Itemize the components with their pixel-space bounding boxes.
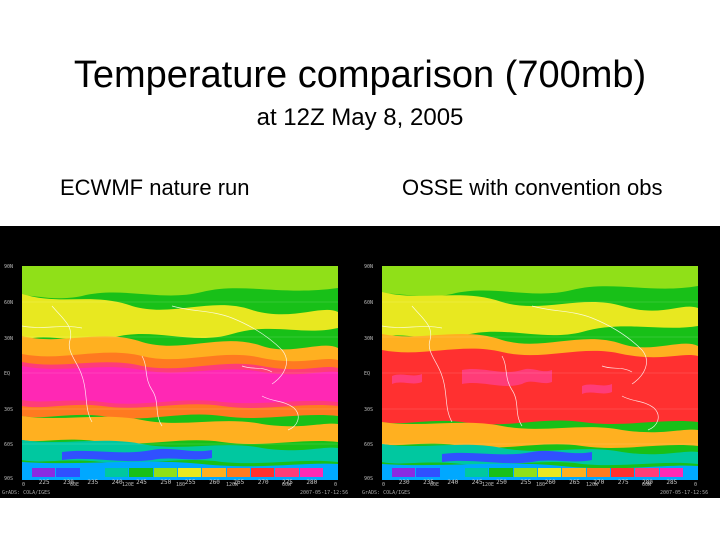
lon-label: 120E	[122, 482, 135, 488]
lat-label: 30N	[364, 336, 374, 342]
colorbar-tick-label: 255	[184, 479, 196, 486]
lon-label: 120W	[226, 482, 239, 488]
lat-label: 30S	[364, 407, 374, 413]
grads-credit: GrADS: COLA/IGES	[2, 490, 51, 496]
colorbar-tick-label: 225	[38, 479, 50, 486]
colorbar-segment	[513, 468, 537, 477]
grads-credit: GrADS: COLA/IGES	[362, 490, 411, 496]
colorbar-tick-label: 260	[544, 479, 556, 486]
colorbar-tick-label: 235	[423, 479, 434, 486]
colorbar-tick-label: 265	[569, 479, 580, 486]
nature-run-map	[22, 266, 338, 480]
colorbar-segment	[251, 468, 275, 477]
colorbar-tick-label: 265	[233, 479, 245, 486]
colorbar-tick-label: 275	[282, 479, 293, 486]
colorbar-segment	[153, 468, 177, 477]
lat-label: 90N	[4, 264, 14, 270]
lat-label: 60N	[4, 300, 14, 306]
lon-label: 0	[334, 482, 338, 488]
colorbar-tick-label: 280	[642, 479, 653, 486]
colorbar-segment	[440, 468, 464, 477]
lat-label: EQ	[364, 371, 371, 377]
colorbar-tick-label: 275	[617, 479, 629, 486]
nature-run-panel: 90N 60N 30N EQ 30S 60S 90S 0 60E 120E 18…	[0, 226, 360, 498]
colorbar-segment	[275, 468, 299, 477]
colorbar-segment	[178, 468, 202, 477]
colorbar-segment	[562, 468, 586, 477]
plot-band: 90N 60N 30N EQ 30S 60S 90S 0 60E 120E 18…	[0, 226, 720, 498]
lat-label: 90N	[364, 264, 374, 270]
lon-label: 60W	[282, 482, 292, 488]
colorbar-segment	[392, 468, 416, 477]
colorbar-segment	[299, 468, 323, 477]
nature-run-map-image	[22, 266, 338, 480]
lon-label: 0	[22, 482, 26, 488]
colorbar-segment	[465, 468, 489, 477]
colorbar-tick-label: 255	[520, 479, 532, 486]
colorbar-tick-label: 245	[471, 479, 483, 486]
lon-label: 60E	[70, 482, 80, 488]
colorbar-segment	[586, 468, 610, 477]
lat-label: 60S	[4, 442, 14, 448]
colorbar-segment	[538, 468, 562, 477]
lon-label: 60W	[642, 482, 652, 488]
left-panel-label: ECWMF nature run	[60, 175, 250, 200]
colorbar-segment	[202, 468, 226, 477]
lon-label: 180	[176, 482, 186, 488]
lat-label: 90S	[364, 476, 374, 482]
colorbar-segment	[80, 468, 104, 477]
colorbar-tick-label: 270	[257, 479, 269, 486]
colorbar-segment	[129, 468, 153, 477]
colorbar-segment	[32, 468, 56, 477]
lat-label: 60N	[364, 300, 374, 306]
lat-label: 30N	[4, 336, 14, 342]
colorbar-tick-label: 240	[447, 479, 459, 486]
plot-timestamp: 2007-05-17-12:56	[660, 490, 709, 496]
colorbar-segment	[226, 468, 250, 477]
colorbar-tick-label: 235	[87, 479, 99, 486]
osse-map	[382, 266, 698, 480]
colorbar-segment	[489, 468, 513, 477]
right-panel-label: OSSE with convention obs	[402, 175, 663, 200]
lon-label: 0	[694, 482, 698, 488]
colorbar-segment	[105, 468, 129, 477]
nature-run-colorbar: 225 230 235 240 245 250 255 260 265 270 275 280	[32, 468, 324, 490]
lat-label: 90S	[4, 476, 14, 482]
colorbar-segment	[635, 468, 659, 477]
colorbar-tick-label: 240	[111, 479, 123, 486]
colorbar-segment	[611, 468, 635, 477]
lon-label: 120W	[586, 482, 599, 488]
colorbar-tick-label: 260	[209, 479, 220, 486]
slide-subtitle: at 12Z May 8, 2005	[256, 104, 464, 131]
colorbar-tick-label: 245	[136, 479, 147, 486]
plot-timestamp: 2007-05-17-12:56	[300, 490, 349, 496]
lat-label: 60S	[364, 442, 374, 448]
colorbar-tick-label: 270	[593, 479, 605, 486]
osse-colorbar: 230 235 240 245 250 255 260 265 270 275 280 285	[392, 468, 684, 490]
colorbar-segment	[659, 468, 683, 477]
colorbar-tick-label: 285	[666, 479, 678, 486]
lat-label: 30S	[4, 407, 14, 413]
colorbar-tick-label: 230	[63, 479, 74, 486]
colorbar-tick-label: 280	[306, 479, 318, 486]
lon-label: 0	[382, 482, 386, 488]
lon-label: 180	[536, 482, 546, 488]
lon-label: 120E	[482, 482, 495, 488]
colorbar-tick-label: 250	[160, 479, 172, 486]
osse-panel: 90N 60N 30N EQ 30S 60S 90S 0 60E 120E 18…	[360, 226, 720, 498]
colorbar-segment	[56, 468, 80, 477]
colorbar-tick-label: 230	[398, 479, 410, 486]
colorbar-segment	[416, 468, 440, 477]
colorbar-tick-label: 250	[496, 479, 507, 486]
lon-label: 60E	[430, 482, 440, 488]
osse-map-image	[382, 266, 698, 480]
slide-title: Temperature comparison (700mb)	[73, 54, 647, 96]
lat-label: EQ	[4, 371, 11, 377]
